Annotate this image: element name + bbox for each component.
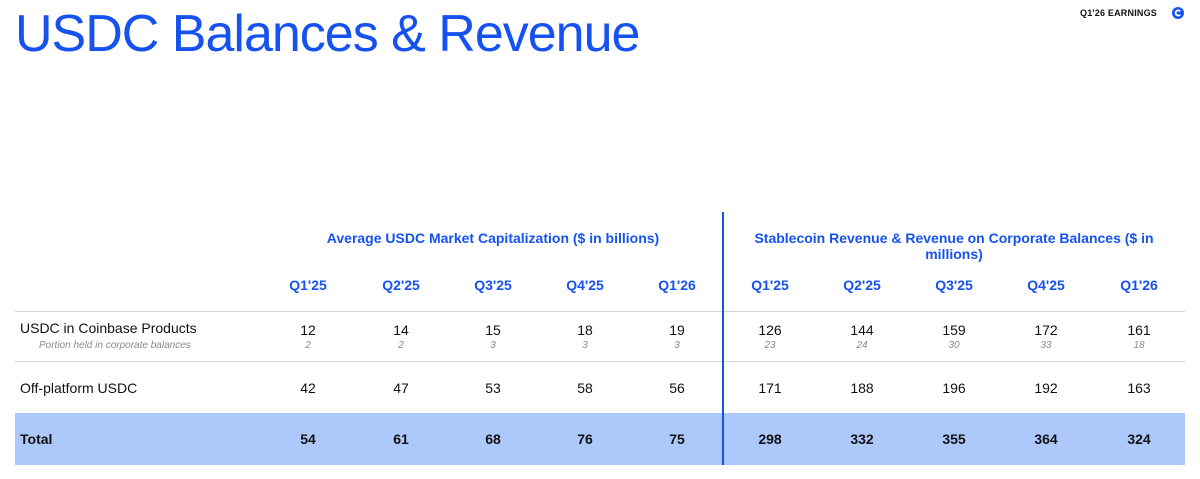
quarter-header: Q4'25 bbox=[566, 277, 604, 293]
table-cell: 47 bbox=[393, 380, 409, 396]
total-cell: 324 bbox=[1127, 431, 1151, 447]
section-divider bbox=[722, 212, 724, 465]
total-cell: 355 bbox=[942, 431, 966, 447]
table-cell: 172 bbox=[1034, 322, 1058, 338]
table-subcell: 2 bbox=[305, 340, 311, 351]
total-cell: 332 bbox=[850, 431, 874, 447]
table-cell: 161 bbox=[1127, 322, 1151, 338]
total-cell: 75 bbox=[669, 431, 685, 447]
quarter-header: Q1'26 bbox=[658, 277, 696, 293]
table-cell: 15 bbox=[485, 322, 501, 338]
table-cell: 163 bbox=[1127, 380, 1151, 396]
row-sublabel: Portion held in corporate balances bbox=[39, 340, 191, 351]
row-divider bbox=[15, 311, 1185, 312]
table-cell: 18 bbox=[577, 322, 593, 338]
quarter-header: Q4'25 bbox=[1027, 277, 1065, 293]
quarter-header: Q1'25 bbox=[751, 277, 789, 293]
total-cell: 68 bbox=[485, 431, 501, 447]
right-section-header: Stablecoin Revenue & Revenue on Corporat… bbox=[754, 230, 1154, 262]
quarter-header: Q1'26 bbox=[1120, 277, 1158, 293]
total-label: Total bbox=[20, 431, 53, 447]
row-label: Off-platform USDC bbox=[20, 380, 138, 396]
table-subcell: 24 bbox=[856, 340, 868, 351]
earnings-label: Q1'26 EARNINGS bbox=[1080, 8, 1157, 18]
page-title: USDC Balances & Revenue bbox=[15, 5, 640, 63]
table-cell: 171 bbox=[758, 380, 782, 396]
table-cell: 58 bbox=[577, 380, 593, 396]
table-cell: 159 bbox=[942, 322, 966, 338]
table-subcell: 23 bbox=[764, 340, 776, 351]
total-cell: 298 bbox=[758, 431, 782, 447]
quarter-header: Q2'25 bbox=[382, 277, 420, 293]
table-cell: 19 bbox=[669, 322, 685, 338]
table-subcell: 3 bbox=[674, 340, 680, 351]
quarter-header: Q1'25 bbox=[289, 277, 327, 293]
table-cell: 192 bbox=[1034, 380, 1058, 396]
table-subcell: 33 bbox=[1040, 340, 1052, 351]
table-cell: 56 bbox=[669, 380, 685, 396]
table-cell: 144 bbox=[850, 322, 874, 338]
quarter-header: Q3'25 bbox=[935, 277, 973, 293]
table-subcell: 30 bbox=[948, 340, 960, 351]
left-section-header: Average USDC Market Capitalization ($ in… bbox=[326, 230, 660, 246]
table-cell: 12 bbox=[300, 322, 316, 338]
table-cell: 126 bbox=[758, 322, 782, 338]
coinbase-logo-icon bbox=[1172, 7, 1184, 19]
table-cell: 53 bbox=[485, 380, 501, 396]
table-cell: 14 bbox=[393, 322, 409, 338]
row-label: USDC in Coinbase Products bbox=[20, 320, 197, 336]
quarter-header: Q3'25 bbox=[474, 277, 512, 293]
table-subcell: 3 bbox=[582, 340, 588, 351]
total-row-band bbox=[15, 413, 1185, 465]
quarter-header: Q2'25 bbox=[843, 277, 881, 293]
table-cell: 196 bbox=[942, 380, 966, 396]
total-cell: 76 bbox=[577, 431, 593, 447]
total-cell: 61 bbox=[393, 431, 409, 447]
table-cell: 188 bbox=[850, 380, 874, 396]
table-subcell: 18 bbox=[1133, 340, 1145, 351]
total-cell: 364 bbox=[1034, 431, 1058, 447]
row-divider bbox=[15, 361, 1185, 362]
table-cell: 42 bbox=[300, 380, 316, 396]
table-subcell: 3 bbox=[490, 340, 496, 351]
total-cell: 54 bbox=[300, 431, 316, 447]
table-subcell: 2 bbox=[398, 340, 404, 351]
